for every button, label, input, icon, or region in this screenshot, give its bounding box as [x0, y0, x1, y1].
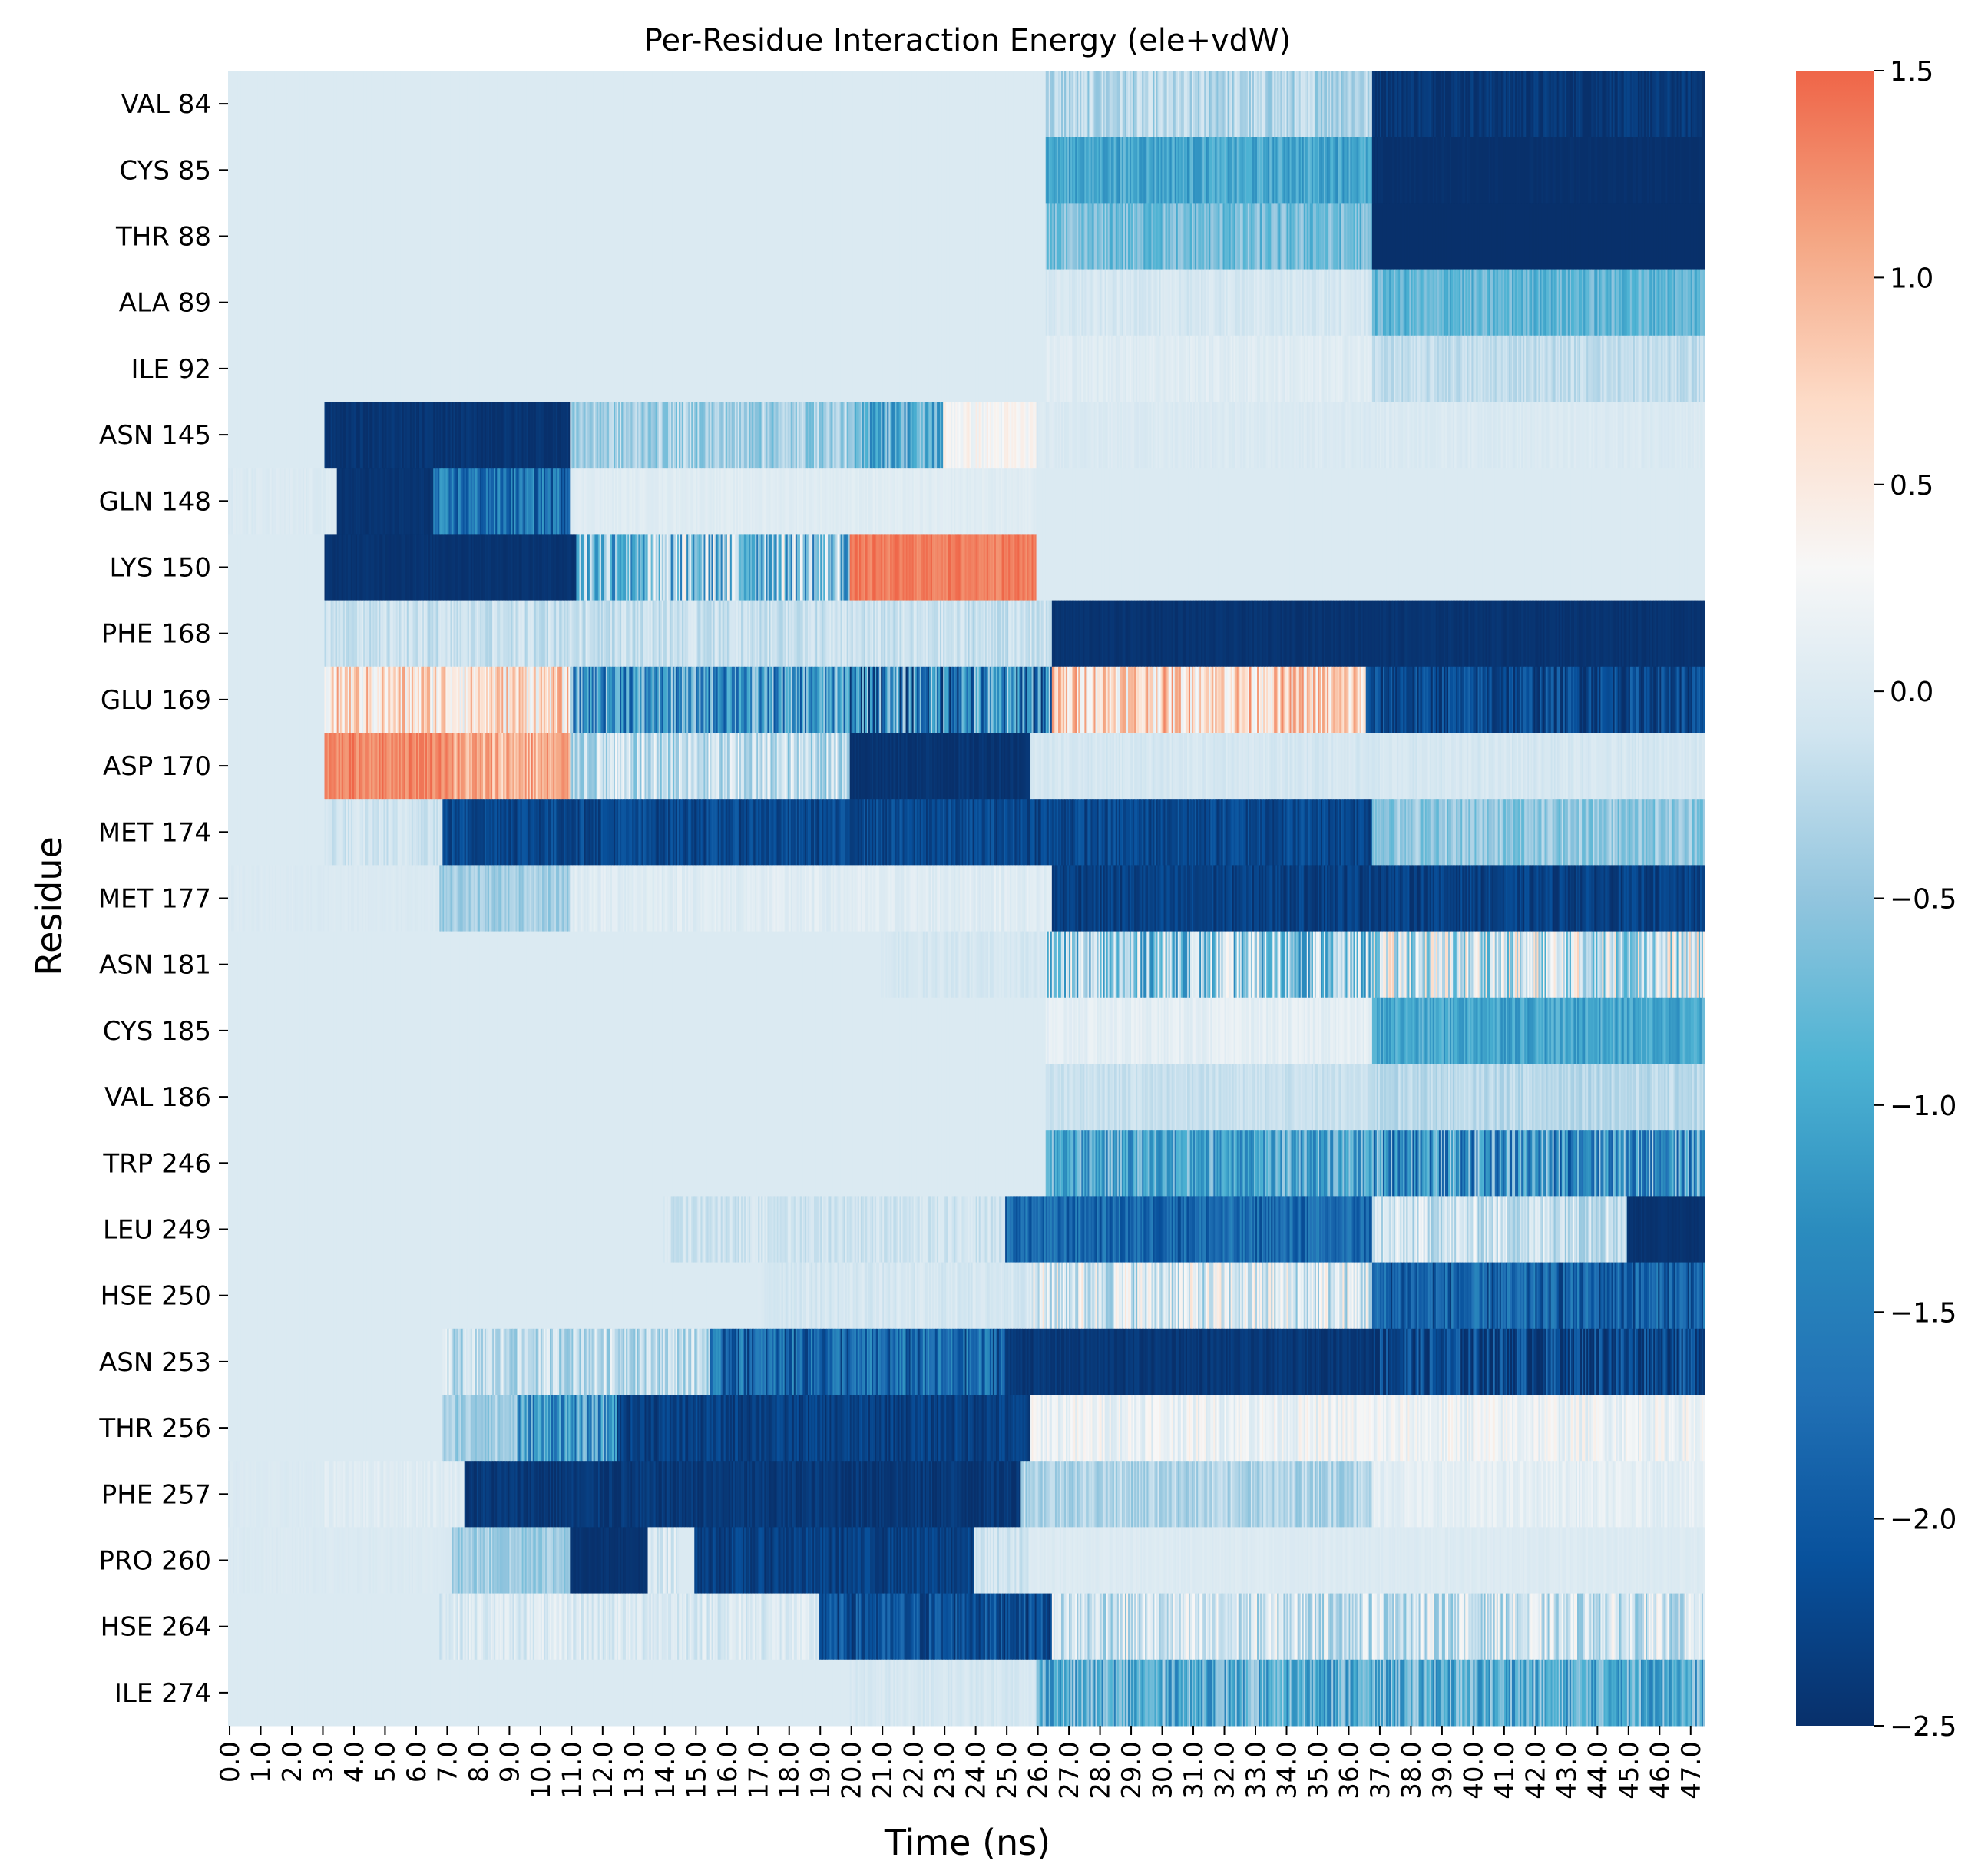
heatmap-cell: [1703, 270, 1705, 336]
heatmap-cell: [1703, 203, 1705, 270]
heatmap-cells: [228, 71, 1705, 1727]
chart-title: Per-Residue Interaction Energy (ele+vdW): [644, 23, 1291, 58]
heatmap-cell: [1703, 336, 1705, 402]
heatmap-cell: [1703, 71, 1705, 137]
heatmap-cell: [1703, 137, 1705, 204]
